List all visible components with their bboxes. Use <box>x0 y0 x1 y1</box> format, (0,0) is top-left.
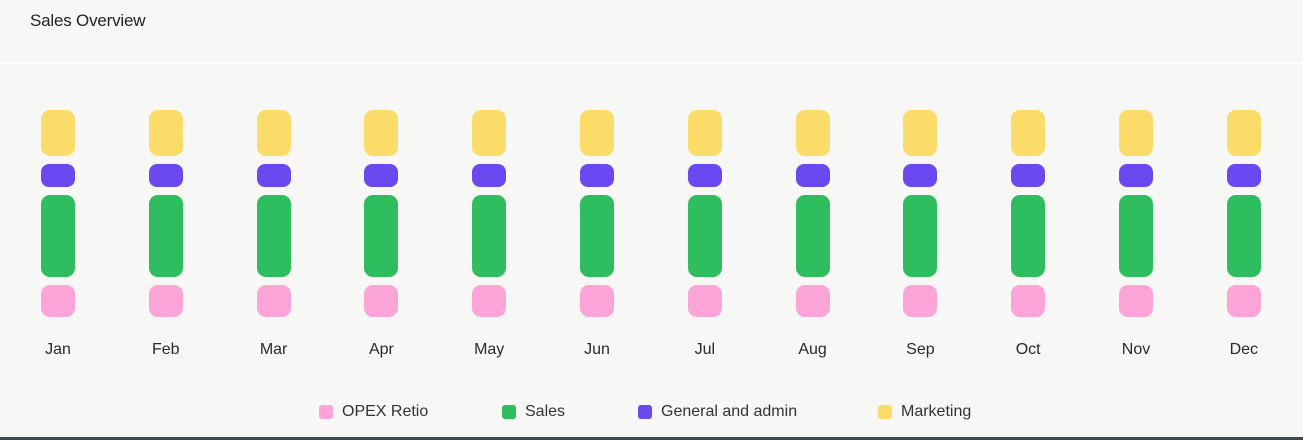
stacked-bar-chart: Jan Feb Mar Apr May Jun Jul Aug Sep Oct Nov Dec <box>41 0 1261 380</box>
sales-segment[interactable] <box>580 195 614 277</box>
month-label: Aug <box>798 341 827 358</box>
opex-segment[interactable] <box>580 285 614 317</box>
legend-general-admin[interactable]: General and admin <box>638 403 797 421</box>
bar-mar[interactable] <box>256 0 291 380</box>
opex-segment[interactable] <box>1226 285 1261 317</box>
general-admin-segment[interactable] <box>256 164 291 187</box>
marketing-segment[interactable] <box>1226 110 1261 156</box>
legend-swatch-icon <box>878 405 892 419</box>
general-admin-segment[interactable] <box>903 164 938 187</box>
sales-segment[interactable] <box>472 195 507 277</box>
month-label: Mar <box>259 341 288 358</box>
bar-oct[interactable] <box>1011 0 1046 380</box>
bar-jan[interactable] <box>41 0 75 380</box>
bar-nov[interactable] <box>1119 0 1153 380</box>
opex-segment[interactable] <box>256 285 291 317</box>
opex-segment[interactable] <box>903 285 938 317</box>
general-admin-segment[interactable] <box>472 164 507 187</box>
general-admin-segment[interactable] <box>364 164 399 187</box>
marketing-segment[interactable] <box>903 110 938 156</box>
general-admin-segment[interactable] <box>1011 164 1046 187</box>
legend-swatch-icon <box>502 405 516 419</box>
bar-apr[interactable] <box>364 0 399 380</box>
sales-segment[interactable] <box>687 195 722 277</box>
bar-jul[interactable] <box>687 0 722 380</box>
general-admin-segment[interactable] <box>687 164 722 187</box>
opex-segment[interactable] <box>148 285 183 317</box>
month-label: Feb <box>152 341 180 358</box>
legend-opex-ratio[interactable]: OPEX Retio <box>319 403 428 421</box>
legend-label: OPEX Retio <box>342 403 429 420</box>
sales-segment[interactable] <box>1011 195 1046 277</box>
marketing-segment[interactable] <box>580 110 614 156</box>
legend-sales[interactable]: Sales <box>502 403 565 421</box>
bar-aug[interactable] <box>795 0 830 380</box>
month-label: Jan <box>45 341 71 358</box>
month-label: Sep <box>906 341 935 358</box>
general-admin-segment[interactable] <box>41 164 75 187</box>
sales-segment[interactable] <box>364 195 399 277</box>
marketing-segment[interactable] <box>148 110 183 156</box>
month-label: Jul <box>694 341 716 358</box>
bar-dec[interactable] <box>1226 0 1261 380</box>
legend-marketing[interactable]: Marketing <box>878 403 971 421</box>
sales-segment[interactable] <box>148 195 183 277</box>
sales-segment[interactable] <box>1226 195 1261 277</box>
legend-label: Marketing <box>901 403 972 420</box>
bar-may[interactable] <box>472 0 507 380</box>
marketing-segment[interactable] <box>1011 110 1046 156</box>
bar-sep[interactable] <box>903 0 938 380</box>
legend-label: General and admin <box>661 403 798 420</box>
sales-segment[interactable] <box>1119 195 1153 277</box>
marketing-segment[interactable] <box>256 110 291 156</box>
marketing-segment[interactable] <box>1119 110 1153 156</box>
general-admin-segment[interactable] <box>795 164 830 187</box>
legend-swatch-icon <box>638 405 652 419</box>
chart-legend: OPEX Retio Sales General and admin Marketin… <box>0 403 1303 425</box>
general-admin-segment[interactable] <box>580 164 614 187</box>
opex-segment[interactable] <box>472 285 507 317</box>
sales-segment[interactable] <box>41 195 75 277</box>
month-label: Dec <box>1229 341 1259 358</box>
header-divider <box>0 62 1303 64</box>
month-label: Oct <box>1015 341 1041 358</box>
marketing-segment[interactable] <box>41 110 75 156</box>
opex-segment[interactable] <box>1011 285 1046 317</box>
sales-segment[interactable] <box>903 195 938 277</box>
marketing-segment[interactable] <box>472 110 507 156</box>
general-admin-segment[interactable] <box>1226 164 1261 187</box>
legend-label: Sales <box>525 403 566 420</box>
opex-segment[interactable] <box>687 285 722 317</box>
month-label: Jun <box>584 341 610 358</box>
month-label: Apr <box>368 341 394 358</box>
bottom-border <box>0 437 1303 440</box>
marketing-segment[interactable] <box>364 110 399 156</box>
opex-segment[interactable] <box>795 285 830 317</box>
sales-segment[interactable] <box>256 195 291 277</box>
bar-feb[interactable] <box>148 0 183 380</box>
month-label: Nov <box>1121 341 1151 358</box>
marketing-segment[interactable] <box>795 110 830 156</box>
general-admin-segment[interactable] <box>1119 164 1153 187</box>
sales-segment[interactable] <box>795 195 830 277</box>
legend-swatch-icon <box>319 405 333 419</box>
opex-segment[interactable] <box>364 285 399 317</box>
month-label: May <box>474 341 505 358</box>
card-title: Sales Overview <box>30 11 146 30</box>
marketing-segment[interactable] <box>687 110 722 156</box>
opex-segment[interactable] <box>41 285 75 317</box>
opex-segment[interactable] <box>1119 285 1153 317</box>
general-admin-segment[interactable] <box>148 164 183 187</box>
bar-jun[interactable] <box>580 0 614 380</box>
